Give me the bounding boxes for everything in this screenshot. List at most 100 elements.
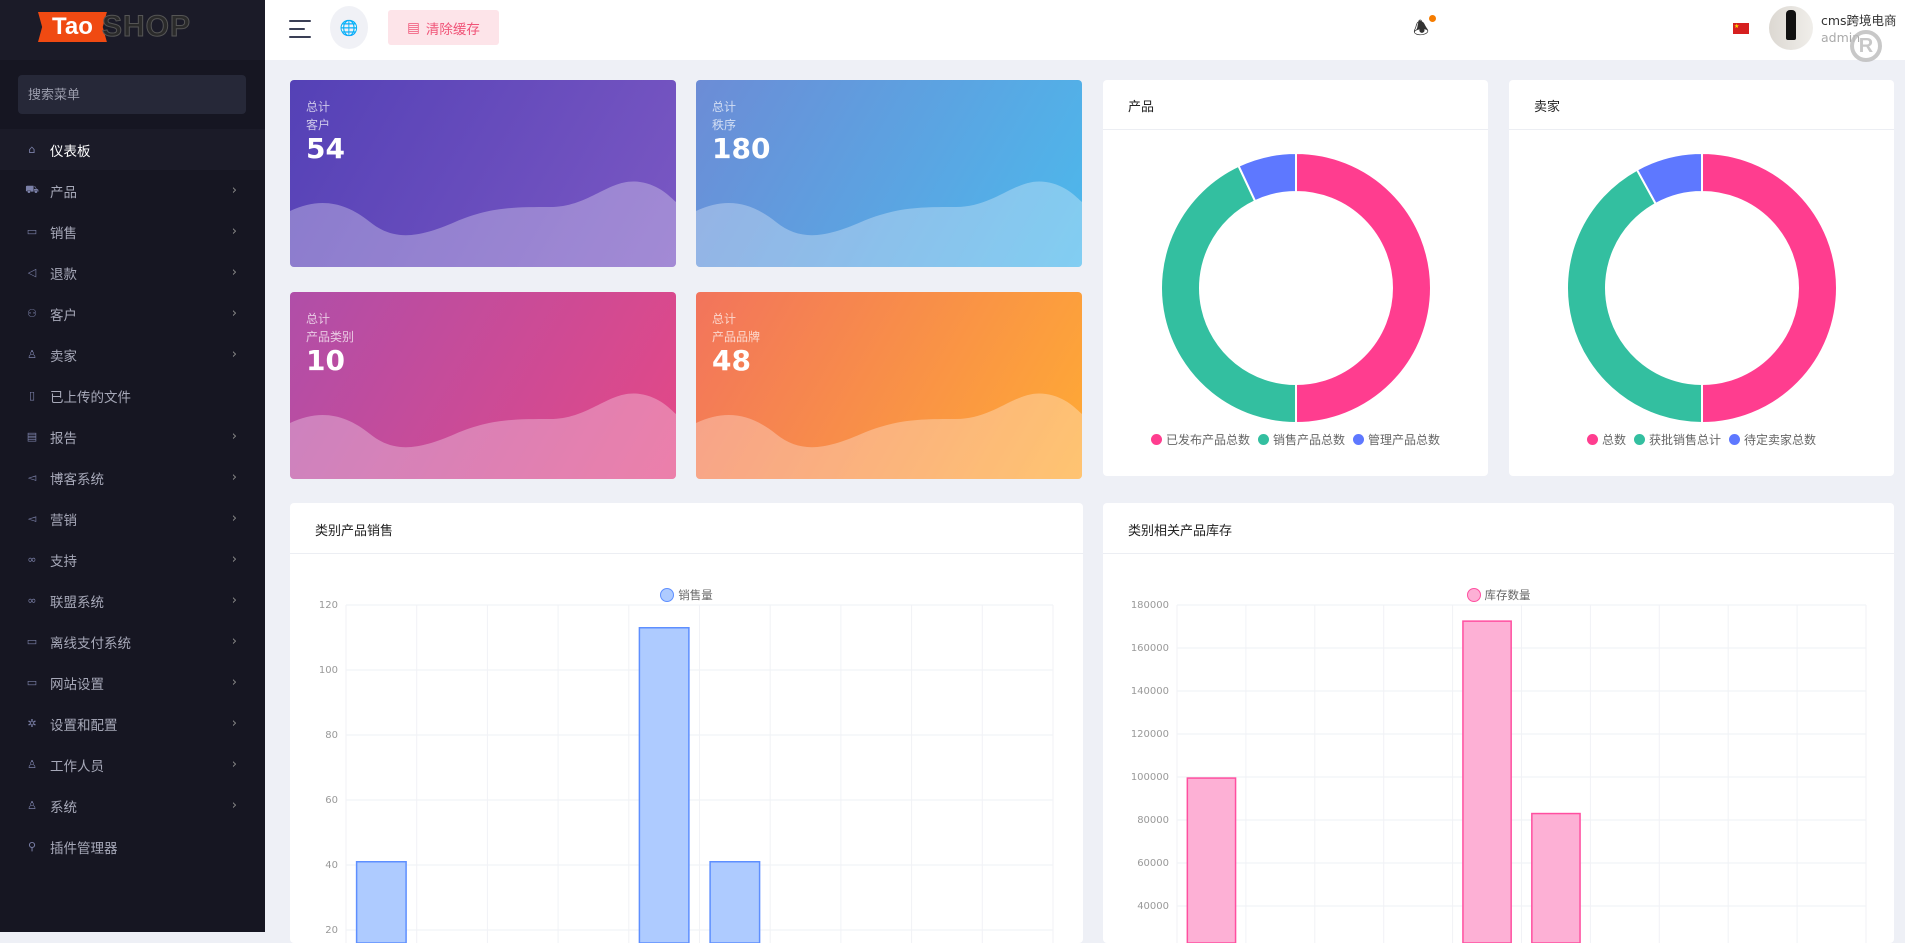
legend-label: 获批销售总计 <box>1648 433 1721 447</box>
y-tick-label: 160000 <box>1131 643 1169 654</box>
sidebar-item[interactable]: ✲ 设置和配置 › <box>0 703 265 744</box>
clear-cache-button[interactable]: ▤ 清除缓存 <box>388 10 499 45</box>
bar[interactable] <box>1531 812 1581 943</box>
legend: 总数 获批销售总计 待定卖家总数 <box>1509 431 1894 448</box>
stat-label: 客户 <box>306 118 331 132</box>
sidebar-item-label: 退款 <box>50 266 77 283</box>
sidebar-item[interactable]: ▯ 已上传的文件 <box>0 375 265 416</box>
wave-decoration <box>290 393 676 479</box>
user-name[interactable]: cms跨境电商 <box>1821 13 1897 28</box>
staff-icon: ♙ <box>27 799 37 812</box>
stat-card[interactable]: 总计 产品类别 10 <box>290 292 676 479</box>
sidebar-item[interactable]: ▭ 网站设置 › <box>0 662 265 703</box>
bar[interactable] <box>355 861 407 943</box>
folder-icon: ▯ <box>28 389 36 402</box>
stat-label: 产品类别 <box>306 330 355 344</box>
legend-swatch <box>1353 434 1364 445</box>
china-flag-icon[interactable]: ★ <box>1733 23 1749 34</box>
y-tick-label: 60000 <box>1137 858 1169 869</box>
sidebar-item[interactable]: ♙ 工作人员 › <box>0 744 265 785</box>
sidebar-item[interactable]: ∞ 支持 › <box>0 539 265 580</box>
wave-decoration <box>696 181 1082 267</box>
menu-toggle-icon[interactable] <box>289 20 311 44</box>
donut-slice[interactable] <box>1566 168 1703 425</box>
seller-donut <box>1566 151 1838 425</box>
y-tick-label: 100 <box>319 665 338 676</box>
sidebar: Tao SHOP ⌂ 仪表板 ⛟ 产品 › ▭ 销售 › ◁ 退款 › ⚇ 客户 › ♙ 卖家 › ▯ 已上传的文件… <box>0 0 265 932</box>
stat-label-total: 总计 <box>712 100 737 114</box>
legend-item[interactable]: 已发布产品总数 <box>1150 431 1250 448</box>
legend-item[interactable]: 管理产品总数 <box>1353 431 1440 448</box>
donut-slice[interactable] <box>1160 164 1297 425</box>
stat-label: 产品品牌 <box>712 330 761 344</box>
sidebar-item[interactable]: ♙ 卖家 › <box>0 334 265 375</box>
bar[interactable] <box>1462 620 1512 943</box>
bar[interactable] <box>1186 777 1237 943</box>
y-tick-label: 140000 <box>1131 686 1169 697</box>
sidebar-item-label: 网站设置 <box>50 676 104 693</box>
sales-bar-chart: 120 100 80 60 40 20 <box>319 600 1054 943</box>
y-tick-label: 180000 <box>1131 600 1169 611</box>
chevron-right-icon: › <box>231 593 237 608</box>
notification-dot <box>1429 15 1436 22</box>
legend-item[interactable]: 待定卖家总数 <box>1729 431 1816 448</box>
stat-label: 秩序 <box>712 118 737 132</box>
bar[interactable] <box>638 627 690 943</box>
clear-cache-label: 清除缓存 <box>425 21 480 38</box>
sidebar-item[interactable]: ▭ 销售 › <box>0 211 265 252</box>
logo[interactable]: Tao SHOP <box>0 0 265 60</box>
donut-slice[interactable] <box>1295 151 1432 425</box>
search-menu-input[interactable] <box>18 75 246 114</box>
stat-card[interactable]: 总计 产品品牌 48 <box>696 292 1082 479</box>
donut-slice[interactable] <box>1635 151 1703 206</box>
sidebar-item[interactable]: ◁ 退款 › <box>0 252 265 293</box>
sidebar-item-label: 博客系统 <box>50 471 104 488</box>
wrench-icon: ⚲ <box>27 840 37 853</box>
globe-icon[interactable]: 🌐 <box>330 6 368 49</box>
y-tick-label: 40 <box>325 860 338 871</box>
sidebar-item[interactable]: ⚇ 客户 › <box>0 293 265 334</box>
legend-item[interactable]: 销售产品总数 <box>1257 431 1345 448</box>
sidebar-item[interactable]: ⛟ 产品 › <box>0 170 265 211</box>
bell-icon[interactable]: 🕭 <box>1413 18 1430 39</box>
sidebar-item[interactable]: ⌂ 仪表板 <box>0 129 265 170</box>
stat-card[interactable]: 总计 秩序 180 <box>696 80 1082 267</box>
sidebar-item[interactable]: ▤ 报告 › <box>0 416 265 457</box>
legend[interactable]: 销售量 <box>290 587 1083 603</box>
legend-item[interactable]: 获批销售总计 <box>1633 431 1721 448</box>
donut-slice[interactable] <box>1237 151 1297 203</box>
bar[interactable] <box>709 861 761 943</box>
sidebar-item-label: 支持 <box>50 553 77 570</box>
avatar[interactable] <box>1769 6 1813 50</box>
staff-icon: ♙ <box>27 758 37 771</box>
seller-donut-card: 卖家 总数 获批销售总计 待定卖家总数 <box>1509 80 1894 476</box>
chevron-right-icon: › <box>231 183 237 198</box>
sidebar-item[interactable]: ◅ 营销 › <box>0 498 265 539</box>
chevron-right-icon: › <box>231 511 237 526</box>
donut-slice[interactable] <box>1701 151 1838 425</box>
wave-decoration <box>696 393 1082 479</box>
chevron-right-icon: › <box>231 552 237 567</box>
stat-label-total: 总计 <box>306 312 331 326</box>
sidebar-item[interactable]: ⚲ 插件管理器 <box>0 826 265 867</box>
chevron-right-icon: › <box>231 306 237 321</box>
stat-card[interactable]: 总计 客户 54 <box>290 80 676 267</box>
sidebar-item[interactable]: ◅ 博客系统 › <box>0 457 265 498</box>
sidebar-item-label: 工作人员 <box>50 758 104 775</box>
stock-bar-chart: 180000 160000 140000 120000 100000 80000 60000… <box>1131 600 1867 943</box>
cash-icon: ▭ <box>26 635 38 648</box>
sidebar-item[interactable]: ∞ 联盟系统 › <box>0 580 265 621</box>
legend-item[interactable]: 总数 <box>1586 431 1626 448</box>
category-sales-card: 类别产品销售 销售量 120 100 80 60 40 20 <box>290 503 1083 943</box>
product-donut <box>1160 151 1432 425</box>
megaphone-icon: ◅ <box>27 471 37 484</box>
sidebar-item[interactable]: ♙ 系统 › <box>0 785 265 826</box>
sidebar-item-label: 卖家 <box>50 348 77 365</box>
legend[interactable]: 库存数量 <box>1103 587 1894 603</box>
sidebar-item-label: 仪表板 <box>50 143 91 160</box>
chevron-right-icon: › <box>231 224 237 239</box>
y-tick-label: 80 <box>325 730 338 741</box>
home-icon: ⌂ <box>28 143 36 156</box>
stat-label-total: 总计 <box>306 100 331 114</box>
sidebar-item[interactable]: ▭ 离线支付系统 › <box>0 621 265 662</box>
